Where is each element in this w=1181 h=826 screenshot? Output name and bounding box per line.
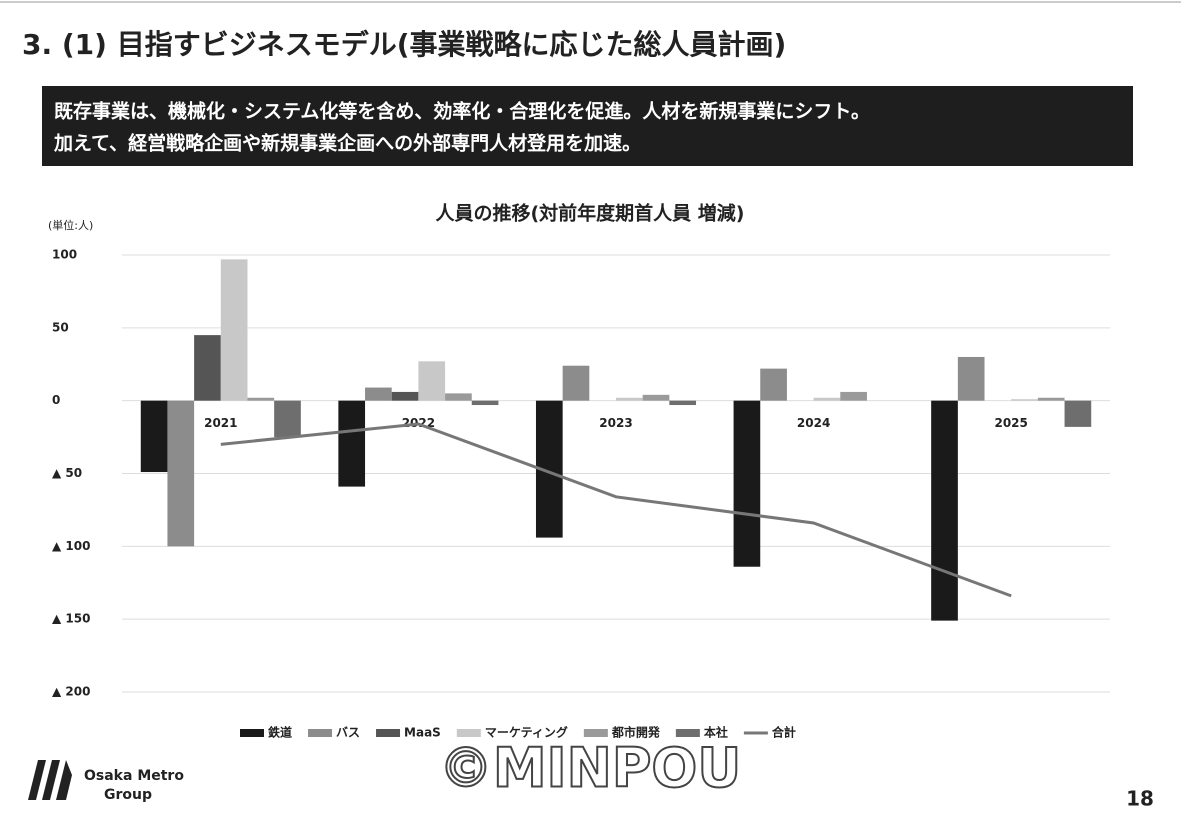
banner-line: 加えて、経営戦略企画や新規事業企画への外部専門人材登用を加速。 — [53, 132, 641, 155]
bar — [365, 387, 392, 401]
legend-swatch — [308, 729, 333, 737]
bar — [247, 397, 275, 401]
legend-swatch — [675, 729, 700, 737]
bar — [220, 259, 248, 401]
total-line — [220, 422, 1012, 598]
y-tick-label: 100 — [52, 248, 77, 262]
banner — [42, 86, 1133, 166]
y-tick-label: ▲ 50 — [52, 466, 82, 480]
bar — [760, 368, 787, 401]
bar — [733, 400, 761, 567]
y-tick-label: 0 — [52, 393, 60, 407]
logo-mark — [28, 760, 72, 800]
bar — [274, 400, 301, 438]
y-tick-label: ▲ 150 — [52, 612, 90, 626]
legend-label: 合計 — [772, 725, 796, 740]
legend-label: MaaS — [404, 726, 441, 740]
bar — [616, 397, 643, 401]
slide-title: 3. (1) 目指すビジネスモデル(事業戦略に応じた総人員計画) — [22, 28, 786, 61]
legend-swatch — [240, 729, 264, 737]
legend-swatch — [376, 729, 401, 737]
logo-text: Group — [104, 787, 152, 803]
bar — [840, 391, 867, 401]
bar — [813, 397, 841, 401]
bar — [445, 393, 472, 401]
legend-label: 都市開発 — [611, 725, 661, 740]
bar — [1011, 399, 1038, 401]
bar — [391, 391, 419, 401]
bar — [1064, 400, 1092, 427]
x-tick-label: 2023 — [599, 416, 632, 430]
legend-label: バス — [336, 726, 360, 740]
legend-label: 本社 — [704, 725, 728, 740]
logo — [28, 760, 72, 800]
y-tick-label: ▲ 200 — [52, 685, 90, 699]
bar — [338, 400, 366, 487]
legend-swatch — [456, 729, 481, 737]
legend-swatch — [583, 729, 608, 737]
unit-label: (単位:人) — [48, 218, 93, 232]
bar — [669, 400, 697, 406]
legend-label: 鉄道 — [268, 725, 292, 740]
x-tick-label: 2025 — [994, 416, 1027, 430]
bar — [931, 400, 958, 621]
bar — [562, 365, 590, 401]
x-tick-label: 2024 — [797, 416, 830, 430]
watermark: ©MINPOU — [439, 737, 741, 800]
bar — [957, 356, 985, 401]
legend-label: マーケティング — [485, 725, 568, 740]
y-tick-label: ▲ 100 — [52, 539, 90, 553]
x-tick-label: 2021 — [204, 416, 237, 430]
banner-line: 既存事業は、機械化・システム化等を含め、効率化・合理化を促進。人材を新規事業にシ… — [54, 100, 870, 123]
bar — [167, 400, 195, 547]
chart-title: 人員の推移(対前年度期首人員 増減) — [436, 202, 745, 225]
bar — [1037, 397, 1065, 401]
bar — [418, 361, 446, 401]
logo-text: Osaka Metro — [84, 768, 184, 784]
bar — [194, 335, 221, 401]
y-tick-label: 50 — [52, 320, 69, 334]
bar — [471, 400, 499, 406]
page-number: 18 — [1126, 787, 1154, 811]
bar — [642, 394, 670, 401]
bar — [140, 400, 168, 473]
